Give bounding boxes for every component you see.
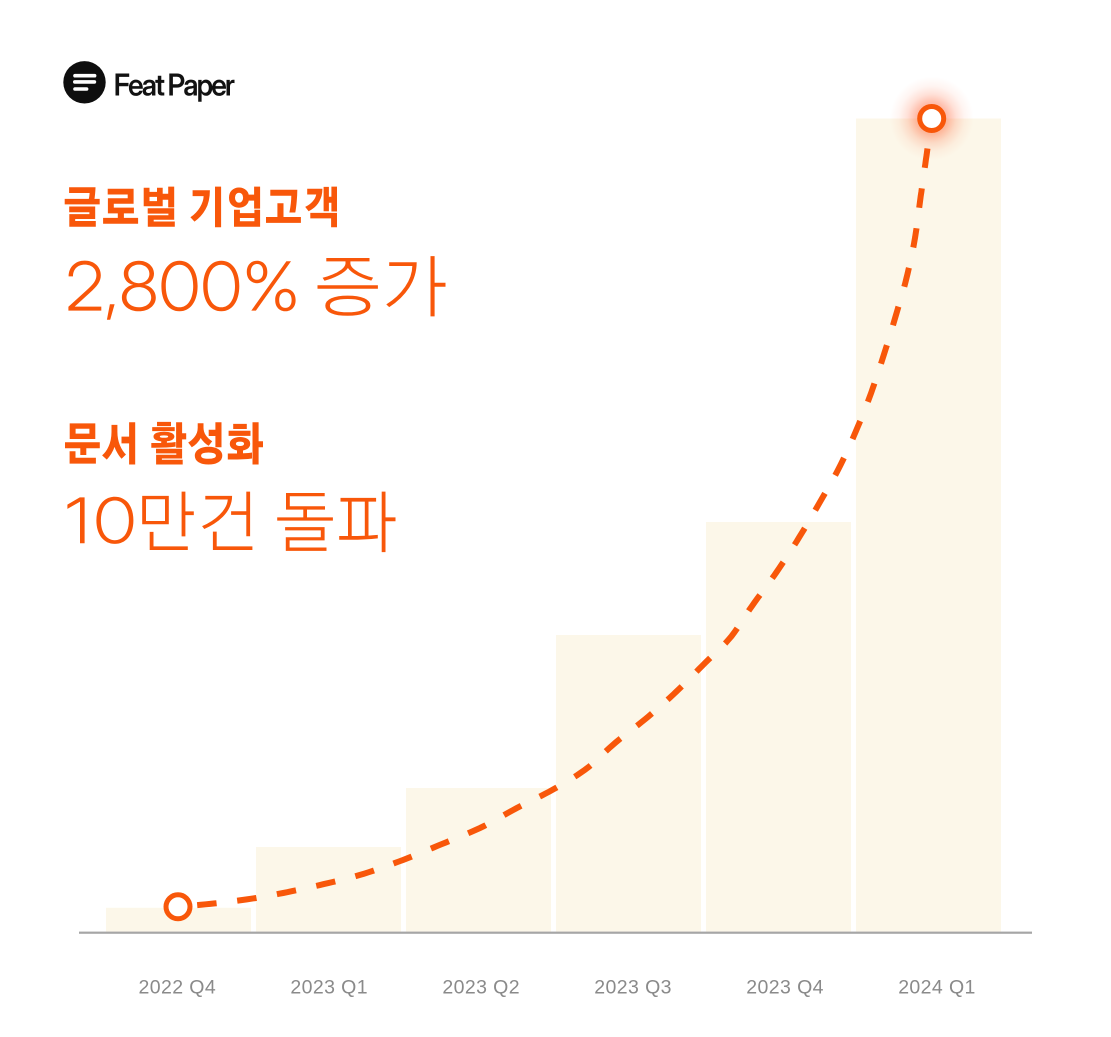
svg-text:2023 Q3: 2023 Q3 (594, 977, 672, 999)
svg-text:2023 Q2: 2023 Q2 (442, 977, 520, 999)
svg-text:2022 Q4: 2022 Q4 (138, 977, 216, 999)
svg-text:2023 Q4: 2023 Q4 (746, 977, 824, 999)
svg-text:2023 Q1: 2023 Q1 (290, 977, 368, 999)
svg-text:2024 Q1: 2024 Q1 (898, 977, 976, 999)
